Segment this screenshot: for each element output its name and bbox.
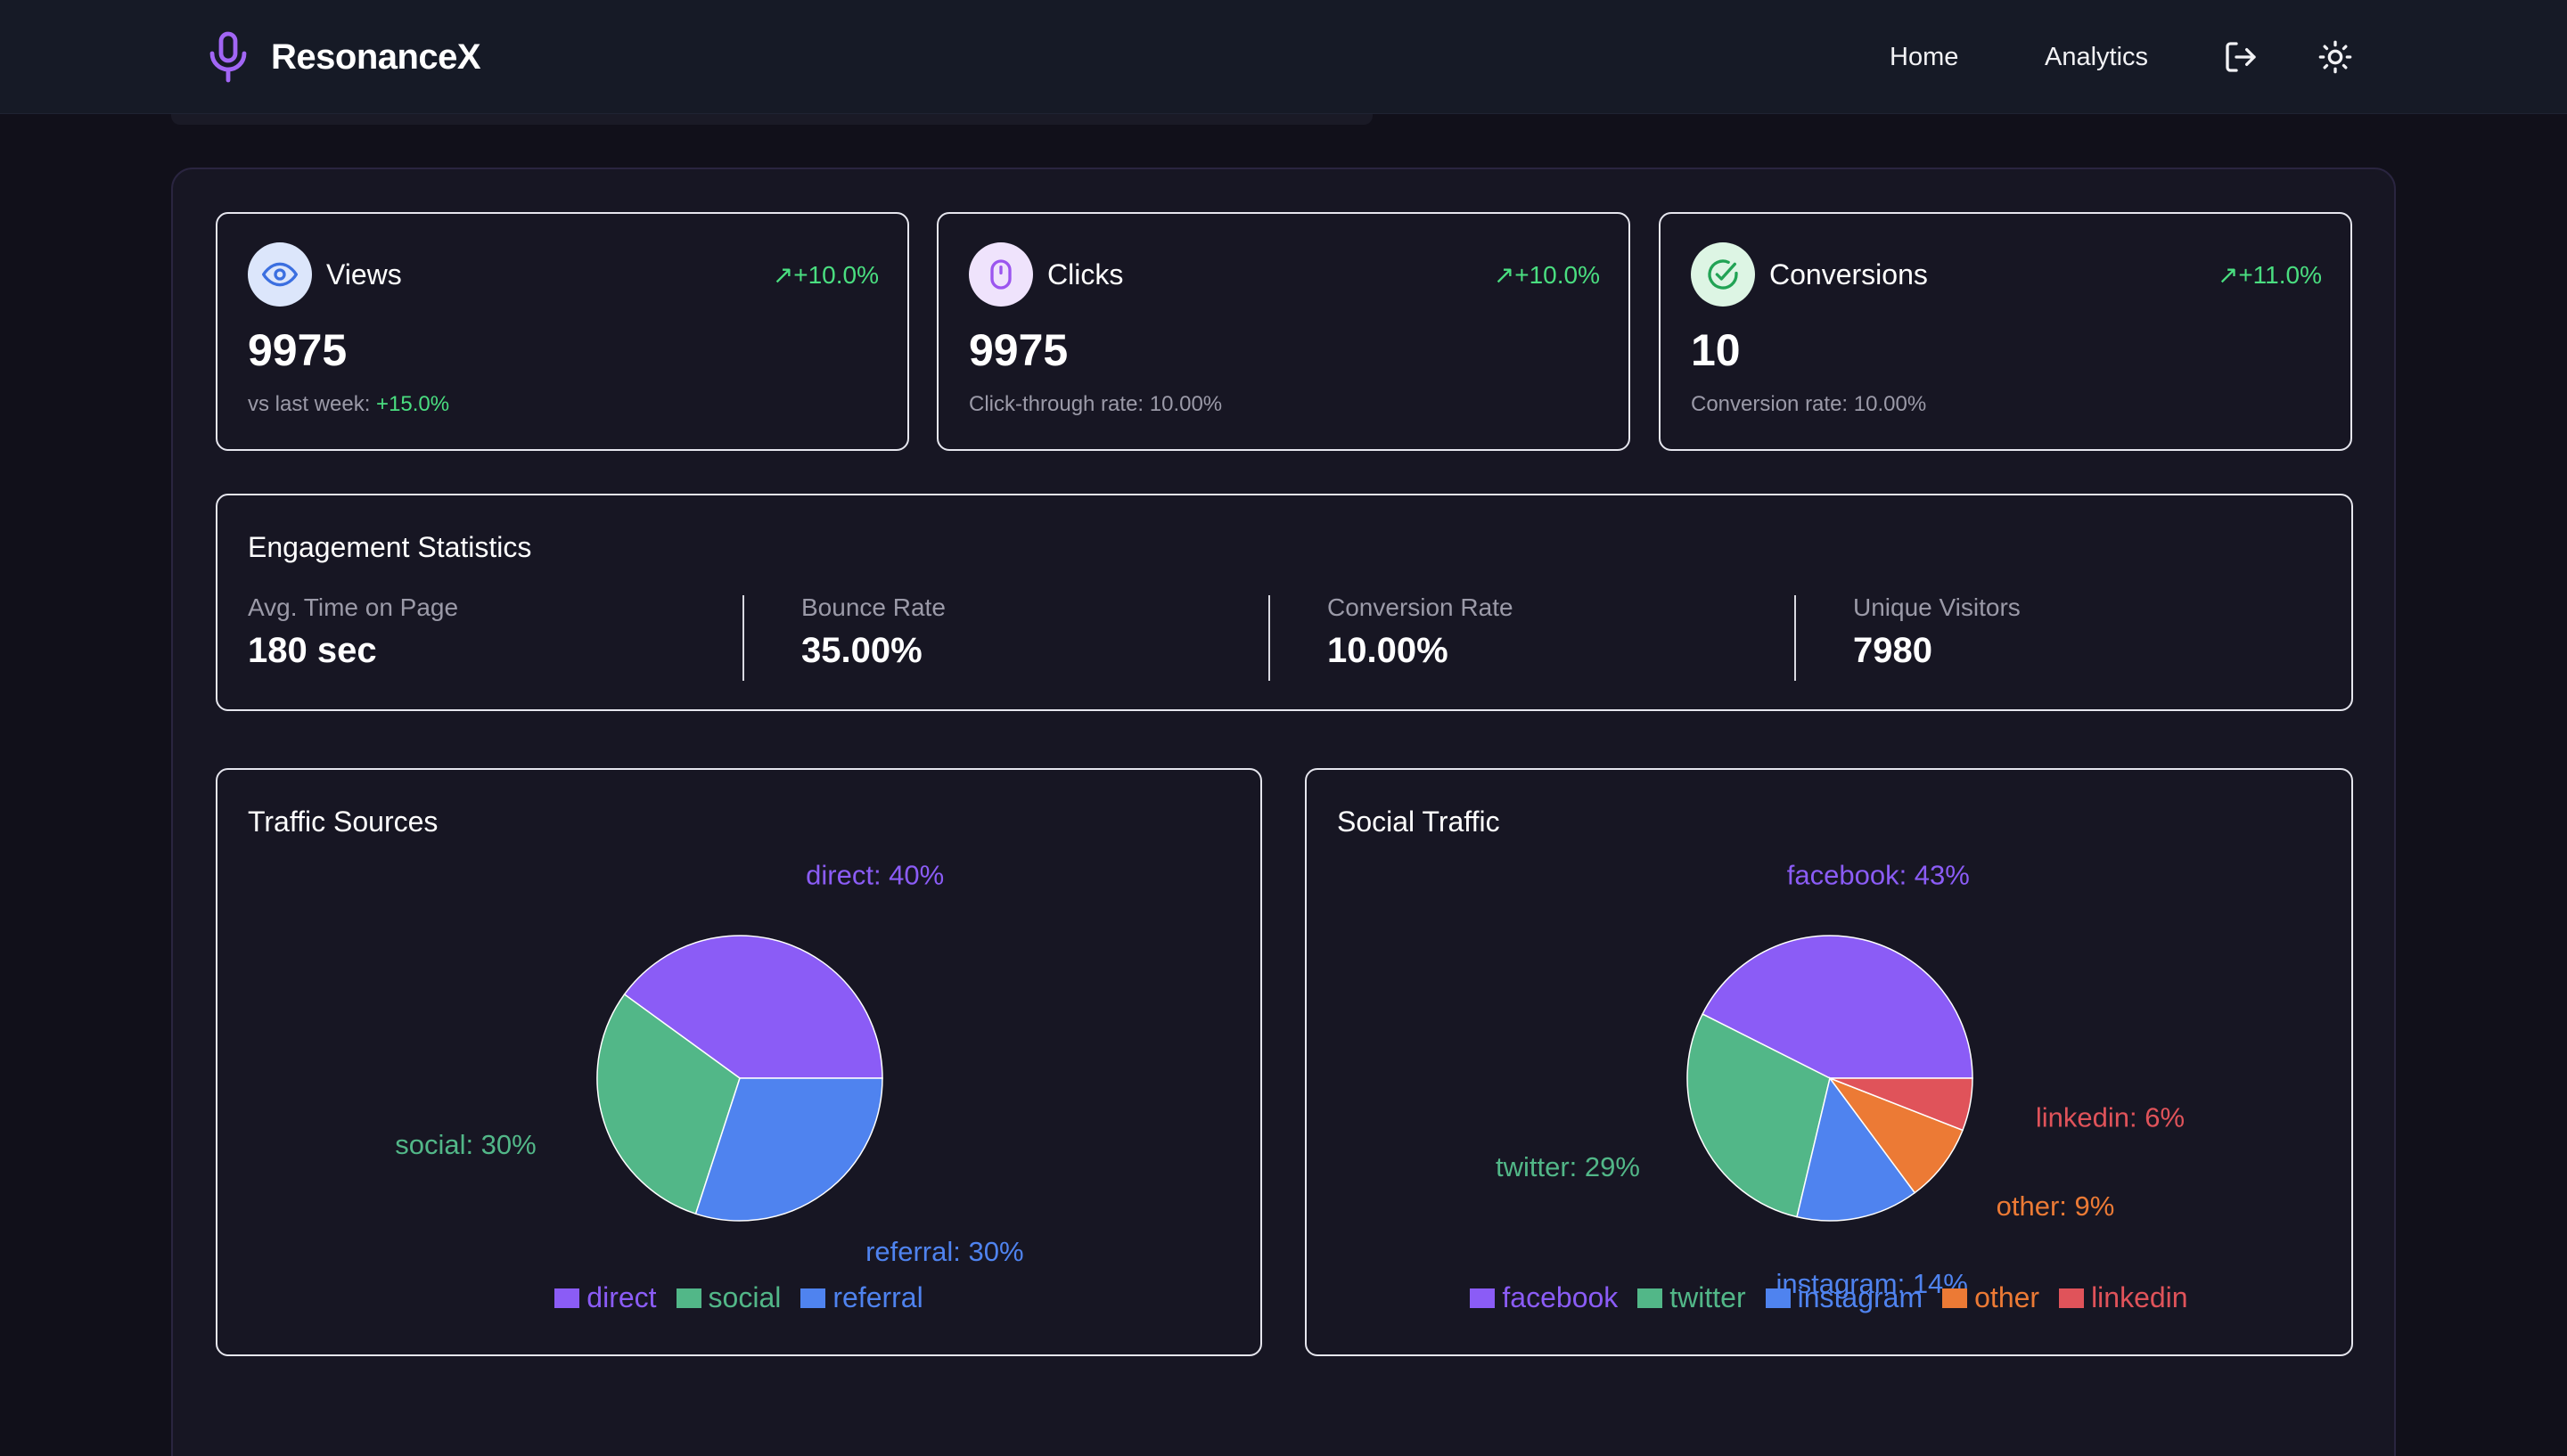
stat-label: Conversion Rate xyxy=(1327,593,1513,621)
nav-home[interactable]: Home xyxy=(1890,42,1959,71)
social-traffic-card: Social Traffic facebook: 43% twitter: 29%… xyxy=(1305,768,2353,1356)
pie-slice-twitter[interactable] xyxy=(1686,1013,1831,1218)
legend-label: linkedin xyxy=(2091,1281,2188,1313)
stat-label: Avg. Time on Page xyxy=(248,593,459,621)
traffic-sources-card: Traffic Sources direct: 40% social: 30% re… xyxy=(216,768,1262,1356)
stat-value: 180 sec xyxy=(248,631,377,670)
legend-swatch xyxy=(800,1288,826,1308)
clicks-label: Clicks xyxy=(1047,258,1124,290)
stat-value: 7980 xyxy=(1853,631,1932,670)
slice-label-instagram: instagram: 14% xyxy=(1776,1268,1967,1299)
views-change: ↗ +10.0% xyxy=(772,260,879,290)
pie-slice-other[interactable] xyxy=(1827,1076,1964,1194)
arrow-up-right-icon: ↗ xyxy=(1493,261,1515,289)
conversion-rate-stat: Conversion Rate 10.00% xyxy=(1327,593,1513,679)
slice-label-referral: referral: 30% xyxy=(865,1236,1023,1267)
clicks-card: Clicks ↗ +10.0% 9975 Click-through rate: … xyxy=(937,212,1630,451)
legend-item-facebook[interactable]: facebook xyxy=(1470,1281,1618,1314)
divider xyxy=(742,595,744,681)
legend-item-linkedin[interactable]: linkedin xyxy=(2059,1281,2188,1314)
views-card: Views ↗ +10.0% 9975 vs last week: +15.0% xyxy=(216,212,909,451)
traffic-sources-legend: direct social referral xyxy=(217,1281,1260,1314)
pie-slice-linkedin[interactable] xyxy=(1829,1077,1973,1132)
microphone-icon xyxy=(203,27,253,87)
bounce-rate-stat: Bounce Rate 35.00% xyxy=(801,593,946,679)
click-through-rate: Click-through rate: 10.00% xyxy=(969,392,1223,416)
slice-label-linkedin: linkedin: 6% xyxy=(2036,1102,2185,1133)
pie-slice-instagram[interactable] xyxy=(1796,1076,1916,1222)
legend-item-referral[interactable]: referral xyxy=(800,1281,923,1314)
legend-item-other[interactable]: other xyxy=(1942,1281,2039,1314)
clicks-value: 9975 xyxy=(969,325,1069,375)
logout-icon[interactable] xyxy=(2219,36,2262,78)
legend-label: social xyxy=(708,1281,782,1313)
engagement-title: Engagement Statistics xyxy=(248,531,532,563)
social-traffic-legend: facebook twitter instagram other linkedin xyxy=(1307,1281,2351,1314)
legend-swatch xyxy=(1637,1288,1663,1308)
social-traffic-pie: facebook: 43% twitter: 29% instagram: 14% o… xyxy=(1496,859,2185,1299)
conversions-card: Conversions ↗ +11.0% 10 Conversion rate: … xyxy=(1659,212,2352,451)
legend-label: direct xyxy=(586,1281,657,1313)
eye-icon xyxy=(248,242,312,307)
legend-item-instagram[interactable]: instagram xyxy=(1765,1281,1923,1314)
top-navbar: ResonanceX Home Analytics xyxy=(0,0,2567,114)
conversions-value: 10 xyxy=(1691,325,1741,375)
legend-swatch xyxy=(1470,1288,1496,1308)
pie-slice-facebook[interactable] xyxy=(1702,935,1973,1079)
slice-label-other: other: 9% xyxy=(1997,1190,2115,1222)
legend-swatch xyxy=(676,1288,701,1308)
nav-analytics[interactable]: Analytics xyxy=(2045,42,2149,71)
stat-label: Bounce Rate xyxy=(801,593,946,621)
divider xyxy=(1268,595,1270,681)
views-label: Views xyxy=(326,258,402,290)
pie-slice-social[interactable] xyxy=(596,993,741,1215)
traffic-sources-title: Traffic Sources xyxy=(248,806,439,838)
views-comparison: vs last week: +15.0% xyxy=(248,392,450,416)
legend-item-direct[interactable]: direct xyxy=(554,1281,657,1314)
legend-item-twitter[interactable]: twitter xyxy=(1637,1281,1746,1314)
legend-label: twitter xyxy=(1669,1281,1746,1313)
legend-label: facebook xyxy=(1502,1281,1619,1313)
pie-slice-referral[interactable] xyxy=(694,1077,883,1222)
arrow-up-right-icon: ↗ xyxy=(2217,261,2239,289)
stat-value: 35.00% xyxy=(801,631,923,670)
views-value: 9975 xyxy=(248,325,348,375)
avg-time-stat: Avg. Time on Page 180 sec xyxy=(248,593,458,679)
slice-label-social: social: 30% xyxy=(395,1129,537,1160)
stat-value: 10.00% xyxy=(1327,631,1448,670)
stat-label: Unique Visitors xyxy=(1853,593,2021,621)
arrow-up-right-icon: ↗ xyxy=(772,261,794,289)
legend-swatch xyxy=(1765,1288,1791,1308)
legend-swatch xyxy=(2059,1288,2085,1308)
engagement-card: Engagement Statistics Avg. Time on Page … xyxy=(216,494,2353,711)
legend-swatch xyxy=(554,1288,580,1308)
slice-label-direct: direct: 40% xyxy=(806,860,944,891)
conversions-change: ↗ +11.0% xyxy=(2217,260,2322,290)
unique-visitors-stat: Unique Visitors 7980 xyxy=(1853,593,2021,679)
pie-slice-direct[interactable] xyxy=(623,935,883,1079)
collapsed-panel-edge xyxy=(171,114,1373,125)
legend-swatch xyxy=(1942,1288,1968,1308)
conversion-rate-sub: Conversion rate: 10.00% xyxy=(1691,392,1927,416)
traffic-sources-pie: direct: 40% social: 30% referral: 30% xyxy=(395,860,1023,1267)
legend-item-social[interactable]: social xyxy=(676,1281,782,1314)
slice-label-twitter: twitter: 29% xyxy=(1496,1151,1640,1182)
conversions-label: Conversions xyxy=(1769,258,1928,290)
mouse-icon xyxy=(969,242,1033,307)
brand[interactable]: ResonanceX xyxy=(203,27,481,87)
sun-icon[interactable] xyxy=(2314,36,2357,78)
social-traffic-title: Social Traffic xyxy=(1337,806,1500,838)
legend-label: instagram xyxy=(1797,1281,1923,1313)
legend-label: referral xyxy=(832,1281,923,1313)
legend-label: other xyxy=(1974,1281,2040,1313)
app-name: ResonanceX xyxy=(271,37,481,77)
clicks-change: ↗ +10.0% xyxy=(1493,260,1600,290)
slice-label-facebook: facebook: 43% xyxy=(1787,859,1970,890)
divider xyxy=(1794,595,1796,681)
check-circle-icon xyxy=(1691,242,1755,307)
